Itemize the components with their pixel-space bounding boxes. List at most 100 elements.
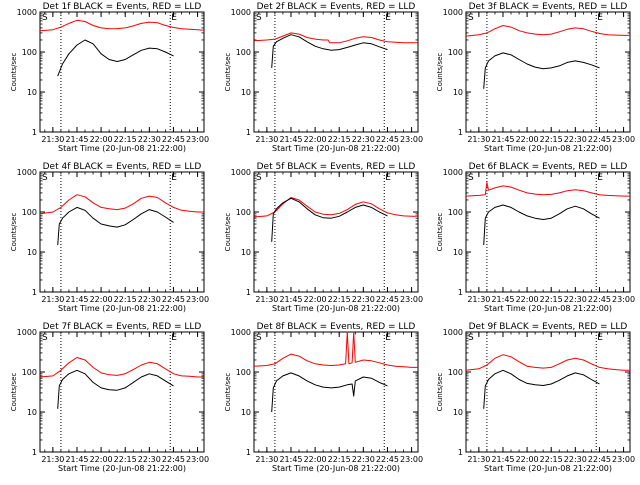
panel-2-start-label: S [256, 13, 262, 23]
panel-6-series-events [483, 204, 600, 246]
panel-6-x-tick-label: 21:45 [491, 295, 514, 304]
panel-9-series-events [483, 369, 600, 409]
panel-1-frame [39, 11, 205, 133]
panel-6-y-tick-label: 10 [453, 248, 463, 257]
panel-5-x-tick-label: 22:45 [376, 295, 399, 304]
panel-9-end-label: E [597, 333, 603, 343]
panel-2-x-tick-label: 23:00 [400, 135, 423, 144]
panel-7-x-tick-label: 22:30 [138, 455, 161, 464]
panel-8-x-tick-label: 22:30 [352, 455, 375, 464]
panel-4-y-tick-label: 1000 [17, 168, 37, 177]
panel-9-y-tick-label: 10 [453, 408, 463, 417]
panel-3-y-tick-label: 100 [448, 48, 463, 57]
panel-4-y-tick-label: 1 [32, 288, 37, 297]
panel-8-x-tick-label: 22:15 [328, 455, 351, 464]
panel-6-x-tick-label: 22:45 [588, 295, 611, 304]
panel-8-start-label: S [256, 333, 262, 343]
panel-2-frame [253, 11, 419, 133]
panel-4-y-tick-label: 100 [22, 208, 37, 217]
panel-3-x-tick-label: 22:00 [516, 135, 539, 144]
panel-4-x-axis-title: Start Time (20-Jun-08 21:22:00) [58, 304, 186, 313]
panel-2-x-tick-label: 22:15 [328, 135, 351, 144]
panel-9-y-tick-label: 1 [458, 448, 463, 457]
panel-4-x-tick-label: 23:00 [186, 295, 209, 304]
panel-2-end-label: E [385, 13, 391, 23]
panel-2-title: Det 2f BLACK = Events, RED = LLD [257, 2, 416, 12]
panel-3-x-tick-label: 21:45 [491, 135, 514, 144]
panel-5-y-tick-label: 10 [241, 248, 251, 257]
panel-8-title: Det 8f BLACK = Events, RED = LLD [257, 322, 416, 332]
panel-7-x-tick-label: 21:45 [65, 455, 88, 464]
panel-6-y-tick-label: 100 [448, 208, 463, 217]
panel-3-y-tick-label: 10 [453, 88, 463, 97]
panel-9-title: Det 9f BLACK = Events, RED = LLD [469, 322, 628, 332]
panel-8-x-tick-label: 22:45 [376, 455, 399, 464]
panel-3-x-tick-label: 22:30 [564, 135, 587, 144]
panel-1-x-tick-label: 22:00 [90, 135, 113, 144]
panel-7-x-tick-label: 22:00 [90, 455, 113, 464]
panel-6-title: Det 6f BLACK = Events, RED = LLD [469, 162, 628, 172]
panel-9-y-axis-title: Counts/sec [436, 373, 444, 412]
panel-6-x-tick-label: 23:00 [612, 295, 635, 304]
panel-9-x-tick-label: 22:00 [516, 455, 539, 464]
panel-4-x-tick-label: 21:30 [41, 295, 64, 304]
panel-5-start-label: S [256, 173, 262, 183]
panel-2-x-tick-label: 22:30 [352, 135, 375, 144]
panel-6-y-axis-title: Counts/sec [436, 213, 444, 252]
panel-8-y-tick-label: 100 [236, 368, 251, 377]
panel-7-start-label: S [42, 333, 48, 343]
panel-1-x-tick-label: 22:15 [114, 135, 137, 144]
panel-9-frame [465, 331, 631, 453]
panel-1-series-events [57, 39, 174, 77]
panel-9-x-tick-label: 21:30 [467, 455, 490, 464]
panel-7-frame [39, 331, 205, 453]
panel-2-y-tick-label: 1000 [231, 8, 251, 17]
panel-4-y-tick-label: 10 [27, 248, 37, 257]
panel-4-frame [39, 171, 205, 293]
panel-4-start-label: S [42, 173, 48, 183]
panel-5-x-tick-label: 22:00 [304, 295, 327, 304]
panel-1-y-axis-title: Counts/sec [10, 53, 18, 92]
panel-5-y-axis-title: Counts/sec [224, 213, 232, 252]
panel-6-x-tick-label: 22:15 [540, 295, 563, 304]
panel-3-x-tick-label: 21:30 [467, 135, 490, 144]
panel-4-end-label: E [171, 173, 177, 183]
panel-8-x-tick-label: 23:00 [400, 455, 423, 464]
panel-6-start-label: S [468, 173, 474, 183]
panel-1-y-tick-label: 100 [22, 48, 37, 57]
panel-4-series-lld [39, 194, 204, 215]
panel-3-series-events [483, 52, 600, 89]
panel-6-series-lld [465, 181, 630, 197]
panel-3-end-label: E [597, 13, 603, 23]
panel-3-x-axis-title: Start Time (20-Jun-08 21:22:00) [484, 144, 612, 153]
panel-9-x-tick-label: 23:00 [612, 455, 635, 464]
panel-9-x-axis-title: Start Time (20-Jun-08 21:22:00) [484, 464, 612, 473]
panel-9-x-tick-label: 22:15 [540, 455, 563, 464]
panel-1-x-tick-label: 22:45 [162, 135, 185, 144]
panel-5-y-tick-label: 1 [246, 288, 251, 297]
panel-3-frame [465, 11, 631, 133]
panel-6-x-tick-label: 22:00 [516, 295, 539, 304]
panel-9-y-tick-label: 100 [448, 368, 463, 377]
panel-1-x-tick-label: 21:30 [41, 135, 64, 144]
panel-8-x-tick-label: 21:45 [279, 455, 302, 464]
panel-9-start-label: S [468, 333, 474, 343]
panel-6-x-tick-label: 22:30 [564, 295, 587, 304]
panel-8-y-tick-label: 1000 [231, 328, 251, 337]
panel-6-y-tick-label: 1 [458, 288, 463, 297]
panel-2-series-events [271, 34, 388, 68]
panel-5-x-tick-label: 23:00 [400, 295, 423, 304]
panel-2-x-axis-title: Start Time (20-Jun-08 21:22:00) [272, 144, 400, 153]
panel-1-y-tick-label: 1000 [17, 8, 37, 17]
panel-2-x-tick-label: 21:45 [279, 135, 302, 144]
panel-8-y-tick-label: 10 [241, 408, 251, 417]
panel-5-frame [253, 171, 419, 293]
panel-7-title: Det 7f BLACK = Events, RED = LLD [43, 322, 202, 332]
panel-5-x-tick-label: 21:30 [255, 295, 278, 304]
panel-6-end-label: E [597, 173, 603, 183]
panel-7-y-tick-label: 10 [27, 408, 37, 417]
panel-4-x-tick-label: 22:00 [90, 295, 113, 304]
panel-3-x-tick-label: 22:45 [588, 135, 611, 144]
